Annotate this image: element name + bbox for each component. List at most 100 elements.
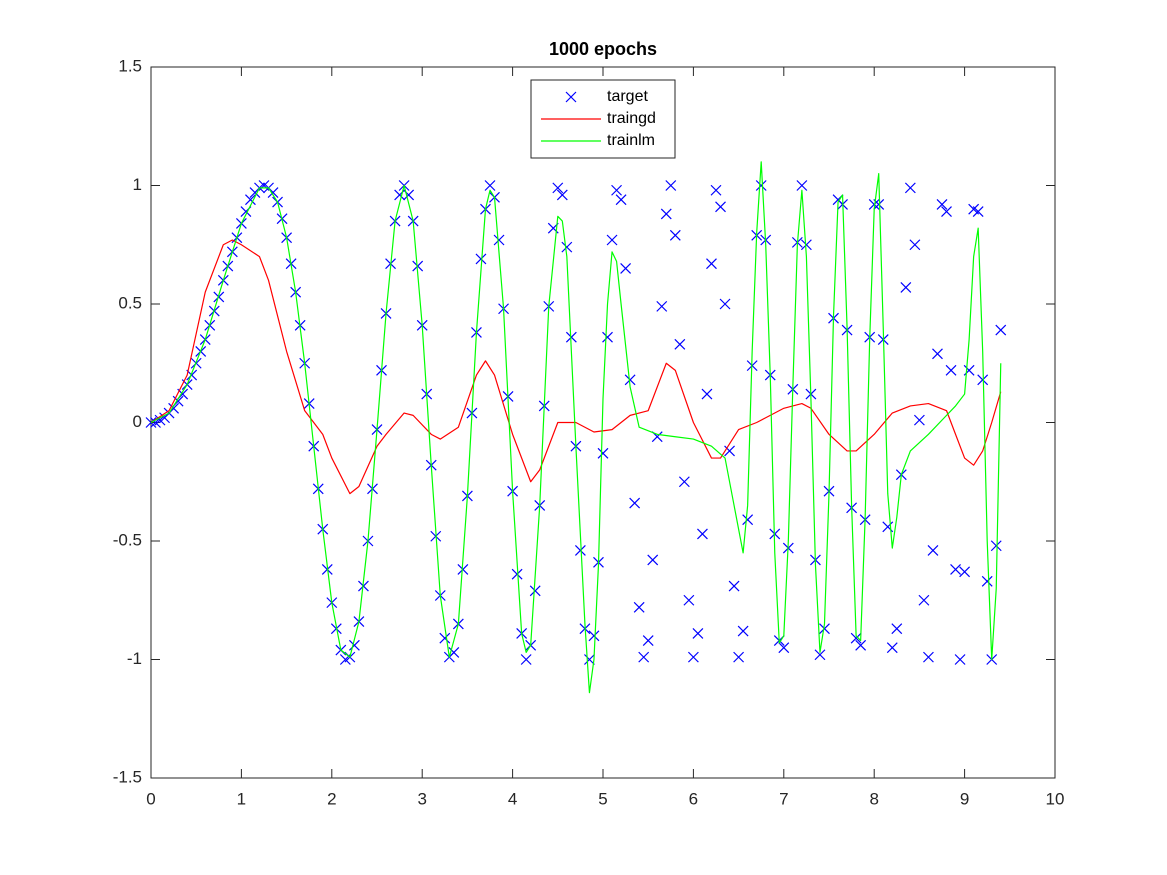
data-marker xyxy=(574,545,586,556)
data-marker xyxy=(448,646,460,658)
data-marker xyxy=(457,564,469,575)
data-marker xyxy=(850,632,862,644)
data-marker xyxy=(638,651,650,663)
data-marker xyxy=(588,630,600,642)
data-marker xyxy=(909,239,921,251)
x-tick-label: 2 xyxy=(327,789,336,808)
data-marker xyxy=(697,528,708,540)
data-marker xyxy=(674,338,686,350)
data-marker xyxy=(819,623,830,635)
data-marker xyxy=(814,649,826,661)
data-marker xyxy=(484,180,496,191)
legend-label: traingd xyxy=(607,110,656,127)
x-tick-label: 8 xyxy=(869,789,878,808)
data-marker xyxy=(669,229,681,241)
data-marker xyxy=(945,364,957,376)
x-tick-label: 0 xyxy=(146,789,155,808)
data-marker xyxy=(348,639,360,651)
data-marker xyxy=(665,180,677,191)
x-tick-label: 6 xyxy=(689,789,698,808)
data-marker xyxy=(597,447,609,459)
data-marker xyxy=(629,497,641,509)
data-marker xyxy=(412,260,424,272)
data-marker xyxy=(995,324,1007,336)
data-marker xyxy=(886,642,898,654)
data-marker xyxy=(927,545,939,556)
x-tick-label: 10 xyxy=(1046,789,1065,808)
data-line xyxy=(150,239,1002,495)
data-marker xyxy=(692,628,704,639)
data-marker xyxy=(633,601,645,613)
data-marker xyxy=(620,263,632,274)
data-marker xyxy=(981,575,993,587)
data-marker xyxy=(855,639,867,651)
data-marker xyxy=(565,331,577,343)
data-marker xyxy=(706,258,717,270)
data-marker xyxy=(624,374,636,386)
data-marker xyxy=(728,580,740,592)
data-marker xyxy=(900,281,912,293)
x-tick-label: 1 xyxy=(237,789,246,808)
data-marker xyxy=(602,331,613,343)
legend-label: trainlm xyxy=(607,132,655,149)
x-tick-label: 3 xyxy=(417,789,426,808)
data-marker xyxy=(742,514,754,526)
y-tick-label: 1.5 xyxy=(118,56,142,75)
data-marker xyxy=(439,632,451,644)
data-marker xyxy=(678,476,690,488)
chart-title: 1000 epochs xyxy=(549,39,657,59)
legend-label: target xyxy=(607,88,648,105)
data-marker xyxy=(990,540,1002,552)
x-tick-label: 4 xyxy=(508,789,517,808)
data-marker xyxy=(923,651,934,663)
data-marker xyxy=(520,654,532,665)
data-marker xyxy=(647,554,659,566)
data-marker xyxy=(719,298,731,310)
data-marker xyxy=(959,566,971,578)
data-marker xyxy=(687,651,699,663)
data-marker xyxy=(701,388,713,400)
data-marker xyxy=(529,585,541,597)
data-marker xyxy=(552,182,564,194)
legend-marker xyxy=(565,91,577,103)
data-marker xyxy=(615,194,627,206)
data-marker xyxy=(755,180,767,191)
y-tick-label: -1.5 xyxy=(113,767,142,786)
y-tick-label: 0 xyxy=(133,412,142,431)
y-tick-label: -0.5 xyxy=(113,530,142,549)
y-tick-label: 1 xyxy=(133,175,142,194)
data-marker xyxy=(584,654,595,665)
x-tick-label: 5 xyxy=(598,789,607,808)
data-marker xyxy=(611,184,622,196)
data-marker xyxy=(715,201,726,213)
data-marker xyxy=(656,300,668,312)
data-marker xyxy=(936,199,948,210)
data-marker xyxy=(660,208,672,220)
legend: target traingd trainlm xyxy=(530,79,676,159)
data-line xyxy=(150,161,1002,694)
data-marker xyxy=(556,189,568,201)
data-marker xyxy=(683,594,695,606)
y-tick-label: 0.5 xyxy=(118,293,142,312)
data-marker xyxy=(642,635,654,646)
data-marker xyxy=(918,594,930,606)
data-marker xyxy=(977,374,989,386)
data-marker xyxy=(950,564,961,575)
data-marker xyxy=(737,625,749,637)
data-marker xyxy=(891,623,903,635)
data-marker xyxy=(493,234,505,246)
data-marker xyxy=(904,182,916,194)
data-marker xyxy=(932,348,943,360)
x-tick-label: 7 xyxy=(779,789,788,808)
data-marker xyxy=(511,568,523,580)
data-marker xyxy=(972,206,984,217)
y-tick-label: -1 xyxy=(127,649,142,668)
data-marker xyxy=(724,445,735,457)
data-marker xyxy=(796,180,808,191)
data-marker xyxy=(606,234,618,246)
data-marker xyxy=(941,206,952,217)
x-tick-label: 9 xyxy=(960,789,969,808)
data-marker xyxy=(954,654,966,665)
